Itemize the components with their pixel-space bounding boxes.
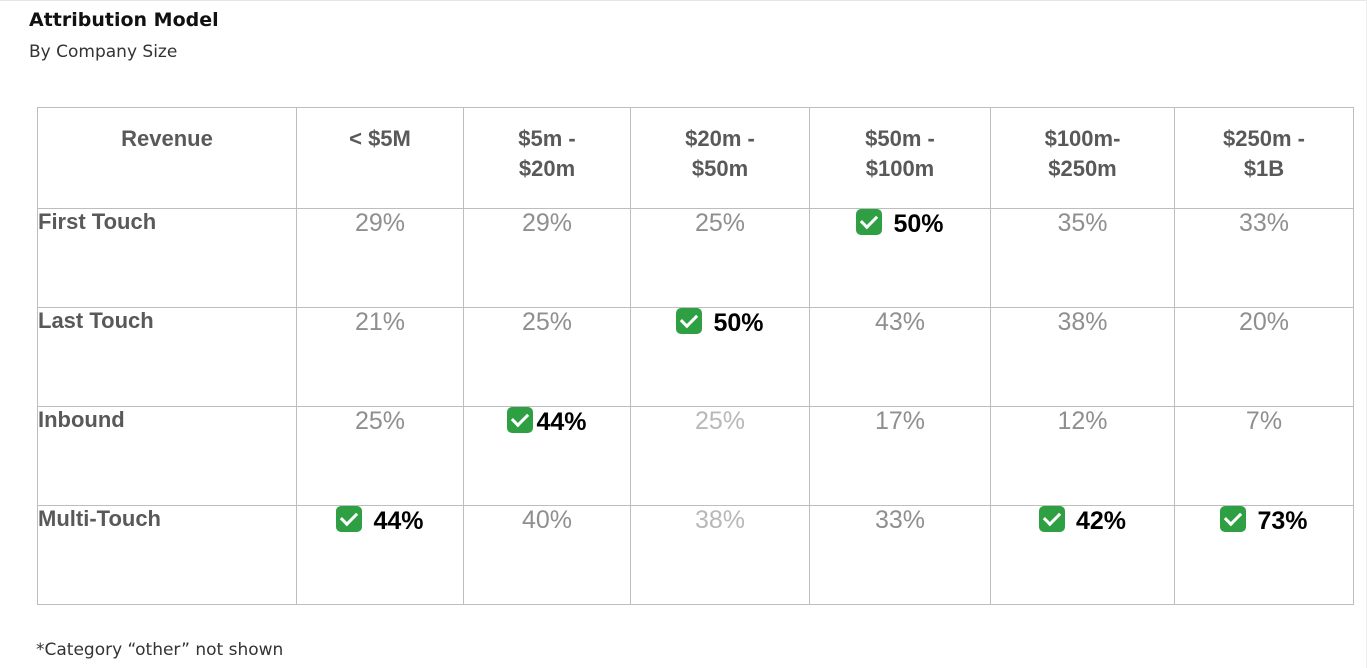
value-cell-highlighted: 42% (990, 505, 1175, 605)
table-row-inbound: Inbound 25% 44% 25% 17% 12% 7% (37, 406, 1354, 506)
value-text: 33% (1238, 209, 1290, 237)
green-checkmark-icon (856, 209, 883, 235)
column-header: $20m - $50m (630, 107, 810, 209)
header-row: Revenue < $5M $5m - $20m $20m - $50m $50m … (37, 107, 1354, 209)
value-cell: 25% (630, 208, 810, 308)
value-cell: 21% (296, 307, 464, 407)
column-header: $250m - $1B (1174, 107, 1354, 209)
green-checkmark-icon (336, 506, 363, 532)
row-label: Inbound (37, 406, 297, 506)
value-cell: 33% (1174, 208, 1354, 308)
table-row-last-touch: Last Touch 21% 25% 50% 43% 38% 20% (37, 307, 1354, 407)
value-text: 25% (694, 209, 746, 237)
chart-subtitle: By Company Size (29, 42, 178, 62)
green-checkmark-icon (1038, 506, 1065, 532)
value-cell: 29% (296, 208, 464, 308)
column-header-line2: $1B (1243, 156, 1285, 181)
green-checkmark-icon (1220, 506, 1247, 532)
value-cell: 35% (990, 208, 1175, 308)
value-cell-highlighted: 44% (296, 505, 464, 605)
value-cell: 40% (463, 505, 631, 605)
column-header: $100m- $250m (990, 107, 1175, 209)
value-text: 38% (694, 506, 746, 534)
column-header-line1: < $5M (349, 126, 411, 151)
value-cell: 25% (463, 307, 631, 407)
value-cell: 38% (630, 505, 810, 605)
row-label: Last Touch (37, 307, 297, 407)
value-text: 73% (1257, 507, 1308, 535)
value-text: 43% (874, 308, 926, 336)
row-label: Multi-Touch (37, 505, 297, 605)
value-cell-highlighted: 73% (1174, 505, 1354, 605)
value-cell: 12% (990, 406, 1175, 506)
value-cell: 43% (809, 307, 991, 407)
value-cell: 25% (296, 406, 464, 506)
value-text: 40% (521, 506, 573, 534)
value-text: 25% (354, 407, 406, 435)
revenue-header: Revenue (37, 107, 297, 209)
attribution-table: Revenue < $5M $5m - $20m $20m - $50m $50m … (37, 107, 1354, 605)
column-header: $50m - $100m (809, 107, 991, 209)
row-label: First Touch (37, 208, 297, 308)
value-cell: 20% (1174, 307, 1354, 407)
green-checkmark-icon (676, 308, 703, 334)
value-cell-highlighted: 44% (463, 406, 631, 506)
column-header: $5m - $20m (463, 107, 631, 209)
column-header-line1: $5m - (518, 126, 576, 151)
value-text: 7% (1245, 407, 1283, 435)
value-text: 20% (1238, 308, 1290, 336)
footnote: *Category “other” not shown (36, 640, 284, 660)
value-cell: 25% (630, 406, 810, 506)
table-row-first-touch: First Touch 29% 29% 25% 50% 35% 33% (37, 208, 1354, 308)
column-header-line2: $20m (518, 156, 576, 181)
column-header-line2: $100m (865, 156, 935, 181)
value-cell: 33% (809, 505, 991, 605)
value-text: 50% (893, 210, 944, 238)
top-divider (0, 0, 1367, 1)
value-text: 21% (354, 308, 406, 336)
value-cell: 17% (809, 406, 991, 506)
value-cell: 29% (463, 208, 631, 308)
chart-title: Attribution Model (29, 9, 219, 31)
value-text: 29% (354, 209, 406, 237)
value-text: 25% (694, 407, 746, 435)
column-header: < $5M (296, 107, 464, 209)
value-cell: 7% (1174, 406, 1354, 506)
column-header-line1: $100m- (1044, 126, 1121, 151)
value-cell-highlighted: 50% (809, 208, 991, 308)
column-header-line2: $50m (691, 156, 749, 181)
green-checkmark-icon (507, 407, 534, 433)
value-text: 50% (713, 309, 764, 337)
value-cell: 38% (990, 307, 1175, 407)
value-text: 42% (1075, 507, 1127, 535)
value-cell-highlighted: 50% (630, 307, 810, 407)
value-text: 38% (1057, 308, 1108, 336)
value-text: 25% (521, 308, 573, 336)
table-row-multi-touch: Multi-Touch 44% 40% 38% 33% 42% 73% (37, 505, 1354, 605)
value-text: 44% (536, 408, 587, 436)
column-header-line1: $20m - (685, 126, 755, 151)
value-text: 44% (373, 507, 424, 535)
value-text: 35% (1057, 209, 1108, 237)
value-text: 33% (874, 506, 926, 534)
value-text: 12% (1057, 407, 1108, 435)
column-header-line2: $250m (1048, 156, 1117, 181)
column-header-line1: $250m - (1223, 126, 1305, 151)
column-header-line1: $50m - (865, 126, 935, 151)
value-text: 17% (874, 407, 926, 435)
value-text: 29% (521, 209, 573, 237)
